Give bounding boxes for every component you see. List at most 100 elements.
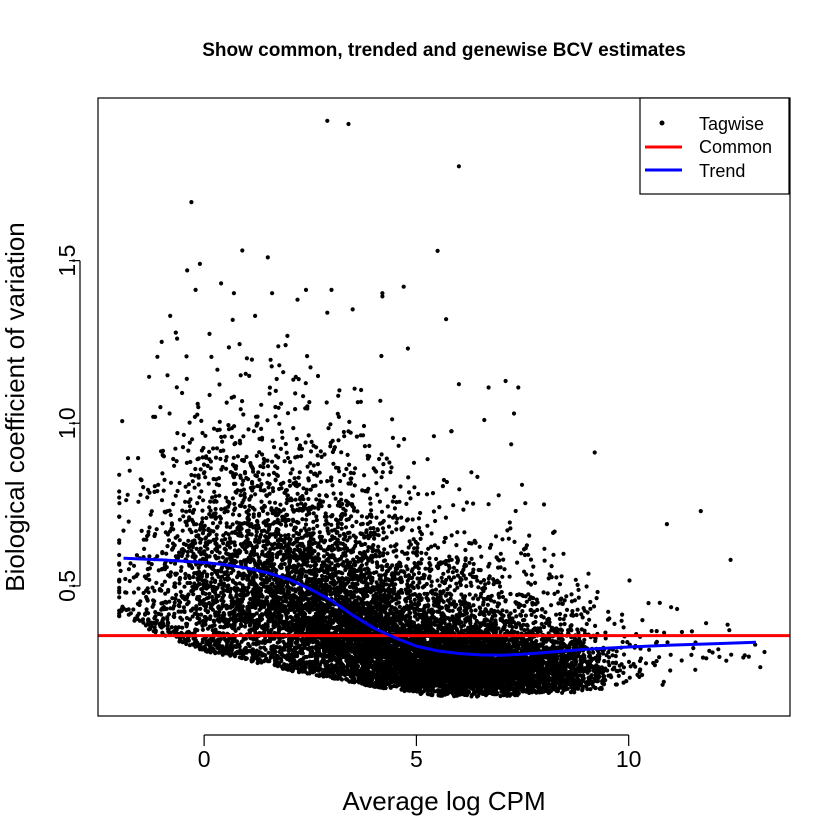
tagwise-point xyxy=(307,645,312,650)
tagwise-point xyxy=(204,515,209,521)
tagwise-point xyxy=(246,559,251,564)
tagwise-point xyxy=(229,434,234,439)
tagwise-point xyxy=(250,647,255,652)
tagwise-point xyxy=(271,445,277,450)
tagwise-point xyxy=(288,565,293,570)
tagwise-point xyxy=(275,473,280,478)
tagwise-point xyxy=(193,638,198,643)
tagwise-point xyxy=(206,481,211,486)
tagwise-point xyxy=(186,448,191,453)
tagwise-point xyxy=(184,595,190,600)
tagwise-point xyxy=(266,541,271,546)
tagwise-point xyxy=(131,563,137,568)
tagwise-point xyxy=(320,617,325,622)
tagwise-point xyxy=(278,446,283,451)
tagwise-point xyxy=(254,625,259,631)
tagwise-point xyxy=(193,554,198,559)
tagwise-point xyxy=(186,538,191,543)
tagwise-point xyxy=(242,610,247,615)
tagwise-point xyxy=(242,521,247,526)
tagwise-point xyxy=(314,650,320,656)
tagwise-point xyxy=(152,533,157,539)
tagwise-point xyxy=(197,616,202,622)
tagwise-point xyxy=(192,571,197,576)
tagwise-point xyxy=(173,493,178,498)
tagwise-point xyxy=(162,579,167,584)
tagwise-point xyxy=(257,607,262,613)
tagwise-point xyxy=(249,357,254,362)
tagwise-point xyxy=(262,600,267,605)
tagwise-point xyxy=(204,586,209,591)
tagwise-point xyxy=(247,373,252,378)
tagwise-point xyxy=(195,595,200,600)
tagwise-point xyxy=(345,452,350,457)
tagwise-point xyxy=(272,541,277,546)
tagwise-point xyxy=(283,343,288,348)
tagwise-point xyxy=(246,427,251,432)
tagwise-point xyxy=(257,450,262,455)
tagwise-point xyxy=(387,460,392,465)
tagwise-point xyxy=(199,537,204,542)
tagwise-point xyxy=(144,607,149,612)
tagwise-point xyxy=(218,578,223,583)
tagwise-point xyxy=(345,615,350,620)
tagwise-point xyxy=(211,426,217,431)
tagwise-point xyxy=(141,485,146,490)
tagwise-point xyxy=(257,559,262,564)
tagwise-point xyxy=(123,576,128,582)
tagwise-point xyxy=(230,522,235,527)
tagwise-point xyxy=(308,469,313,474)
tagwise-point xyxy=(208,644,213,649)
tagwise-point xyxy=(168,480,174,485)
tagwise-point xyxy=(185,549,190,555)
tagwise-point xyxy=(125,456,131,461)
tagwise-point xyxy=(382,558,388,563)
tagwise-point xyxy=(156,482,161,487)
tagwise-point xyxy=(260,472,265,477)
tagwise-point xyxy=(162,565,167,570)
tagwise-point xyxy=(126,519,131,524)
tagwise-point xyxy=(151,602,156,607)
tagwise-point xyxy=(295,547,300,553)
tagwise-point xyxy=(218,624,223,630)
tagwise-point xyxy=(204,454,209,459)
tagwise-point xyxy=(258,464,263,469)
tagwise-point xyxy=(206,539,211,544)
tagwise-point xyxy=(215,645,220,651)
tagwise-point xyxy=(118,568,123,574)
tagwise-point xyxy=(301,394,306,399)
tagwise-point xyxy=(308,487,313,492)
tagwise-point xyxy=(379,353,384,359)
tagwise-point xyxy=(206,528,211,533)
tagwise-point xyxy=(284,555,289,560)
tagwise-point xyxy=(147,622,152,627)
tagwise-point xyxy=(288,537,293,542)
tagwise-point xyxy=(177,550,182,555)
tagwise-point xyxy=(190,614,195,619)
tagwise-point xyxy=(211,619,217,624)
tagwise-point xyxy=(145,586,150,591)
tagwise-point xyxy=(190,510,195,515)
tagwise-point xyxy=(412,597,417,603)
tagwise-point xyxy=(359,514,364,519)
tagwise-point xyxy=(303,440,308,445)
tagwise-point xyxy=(160,521,165,526)
tagwise-point xyxy=(193,466,198,472)
tagwise-point xyxy=(200,623,205,629)
tagwise-point xyxy=(120,604,125,609)
tagwise-point xyxy=(269,364,274,369)
tagwise-point xyxy=(236,626,241,631)
tagwise-point xyxy=(387,514,392,519)
tagwise-point xyxy=(287,654,292,659)
tagwise-point xyxy=(124,498,129,503)
tagwise-point xyxy=(295,502,300,507)
tagwise-point xyxy=(172,561,178,566)
tagwise-point xyxy=(127,578,132,584)
tagwise-point xyxy=(254,474,260,479)
tagwise-point xyxy=(265,480,270,485)
tagwise-point xyxy=(289,504,294,509)
tagwise-point xyxy=(343,525,349,530)
tagwise-point xyxy=(352,386,357,391)
tagwise-point xyxy=(332,630,337,635)
tagwise-point xyxy=(279,401,284,406)
